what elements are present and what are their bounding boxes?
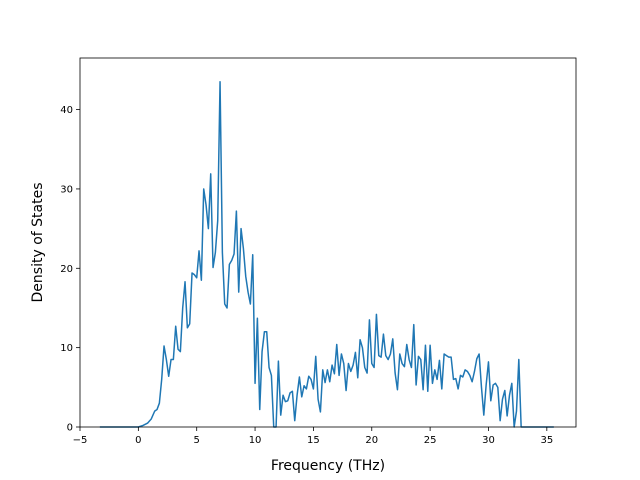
x-tick-label: 5 [194, 435, 200, 446]
x-tick-label: 35 [540, 435, 553, 446]
x-tick-label: 30 [482, 435, 495, 446]
x-tick-label: 0 [135, 435, 141, 446]
y-tick-label: 30 [60, 184, 73, 195]
y-tick-label: 20 [60, 264, 73, 275]
x-axis: −5 0 5 10 15 20 25 30 35 [73, 427, 553, 446]
x-tick-label: 10 [249, 435, 262, 446]
x-tick-label: 25 [424, 435, 437, 446]
axes-frame [79, 57, 577, 428]
y-tick-label: 0 [67, 423, 73, 434]
y-axis-label: Density of States [30, 183, 46, 303]
x-axis-label: Frequency (THz) [271, 458, 385, 474]
dos-series-line [99, 81, 554, 428]
y-axis: 0 10 20 30 40 [60, 105, 80, 434]
x-tick-label: −5 [73, 435, 88, 446]
plot-area [79, 57, 577, 428]
y-tick-label: 10 [60, 343, 73, 354]
x-tick-label: 15 [307, 435, 320, 446]
y-tick-label: 40 [60, 105, 73, 116]
x-tick-label: 20 [365, 435, 378, 446]
